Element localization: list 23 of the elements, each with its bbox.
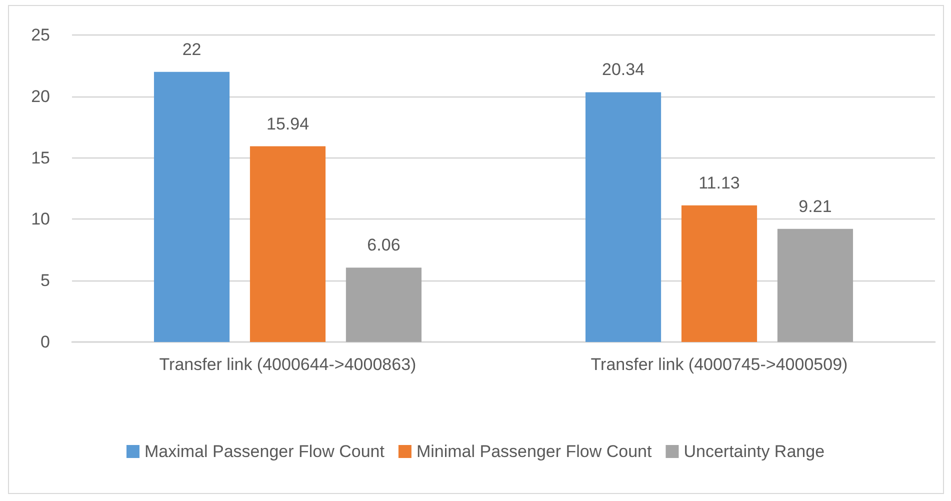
- x-tick-label: Transfer link (4000644->4000863): [159, 355, 416, 374]
- data-label: 9.21: [798, 196, 832, 216]
- bar: [346, 268, 422, 342]
- bar: [777, 228, 854, 342]
- x-tick-label: Transfer link (4000745->4000509): [590, 355, 848, 374]
- y-tick-label: 25: [31, 26, 50, 44]
- y-tick-label: 10: [31, 210, 50, 229]
- data-label: 20.34: [602, 60, 645, 80]
- bar: [681, 205, 758, 342]
- legend-label: Maximal Passenger Flow Count: [144, 442, 385, 461]
- y-tick-label: 20: [31, 86, 50, 106]
- data-label: 15.94: [266, 114, 310, 134]
- bar: [585, 92, 662, 342]
- bar: [250, 146, 326, 342]
- legend-label: Minimal Passenger Flow Count: [416, 442, 652, 461]
- data-label: 11.13: [698, 173, 740, 192]
- legend-label: Uncertainty Range: [684, 442, 825, 461]
- y-tick-label: 15: [31, 148, 50, 168]
- y-tick-label: 5: [40, 271, 50, 290]
- data-label: 22: [182, 40, 202, 59]
- y-tick-label: 0: [40, 332, 50, 352]
- data-label: 6.06: [367, 236, 400, 255]
- bar: [154, 72, 230, 342]
